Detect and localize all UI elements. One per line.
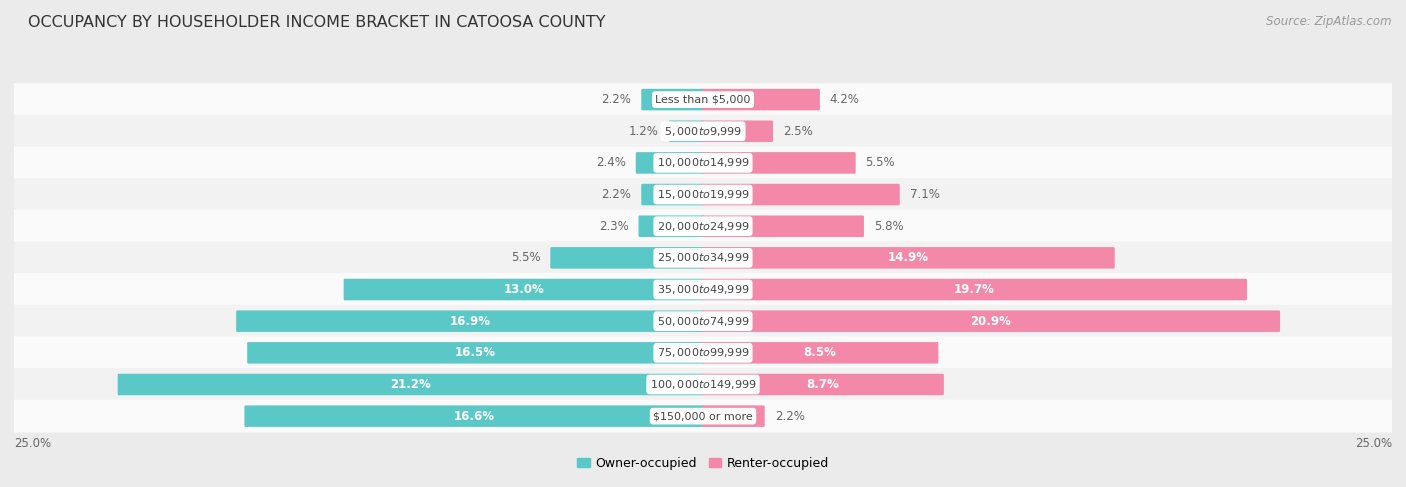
Text: 5.5%: 5.5%	[866, 156, 896, 169]
FancyBboxPatch shape	[702, 247, 1115, 269]
Text: 13.0%: 13.0%	[503, 283, 544, 296]
FancyBboxPatch shape	[343, 279, 704, 300]
FancyBboxPatch shape	[7, 368, 1399, 401]
Text: $100,000 to $149,999: $100,000 to $149,999	[650, 378, 756, 391]
FancyBboxPatch shape	[702, 374, 943, 395]
Text: 2.5%: 2.5%	[783, 125, 813, 138]
FancyBboxPatch shape	[702, 120, 773, 142]
FancyBboxPatch shape	[550, 247, 704, 269]
Text: 2.2%: 2.2%	[775, 410, 804, 423]
FancyBboxPatch shape	[702, 342, 938, 364]
FancyBboxPatch shape	[7, 178, 1399, 211]
Text: $15,000 to $19,999: $15,000 to $19,999	[657, 188, 749, 201]
FancyBboxPatch shape	[236, 310, 704, 332]
Text: 19.7%: 19.7%	[955, 283, 995, 296]
Text: 25.0%: 25.0%	[1355, 437, 1392, 450]
Text: $50,000 to $74,999: $50,000 to $74,999	[657, 315, 749, 328]
FancyBboxPatch shape	[702, 279, 1247, 300]
Text: 2.4%: 2.4%	[596, 156, 626, 169]
Text: 5.5%: 5.5%	[510, 251, 540, 264]
Text: 20.9%: 20.9%	[970, 315, 1011, 328]
Text: 8.5%: 8.5%	[804, 346, 837, 359]
FancyBboxPatch shape	[247, 342, 704, 364]
Text: Source: ZipAtlas.com: Source: ZipAtlas.com	[1267, 15, 1392, 28]
Text: 4.2%: 4.2%	[830, 93, 859, 106]
Text: $5,000 to $9,999: $5,000 to $9,999	[664, 125, 742, 138]
Text: OCCUPANCY BY HOUSEHOLDER INCOME BRACKET IN CATOOSA COUNTY: OCCUPANCY BY HOUSEHOLDER INCOME BRACKET …	[28, 15, 606, 30]
Text: 8.7%: 8.7%	[807, 378, 839, 391]
Text: $10,000 to $14,999: $10,000 to $14,999	[657, 156, 749, 169]
Text: 5.8%: 5.8%	[875, 220, 904, 233]
FancyBboxPatch shape	[7, 83, 1399, 116]
Text: 16.9%: 16.9%	[450, 315, 491, 328]
Text: $150,000 or more: $150,000 or more	[654, 411, 752, 421]
FancyBboxPatch shape	[641, 184, 704, 206]
Text: $75,000 to $99,999: $75,000 to $99,999	[657, 346, 749, 359]
FancyBboxPatch shape	[702, 152, 856, 174]
FancyBboxPatch shape	[118, 374, 704, 395]
FancyBboxPatch shape	[7, 115, 1399, 148]
Text: 2.2%: 2.2%	[602, 188, 631, 201]
FancyBboxPatch shape	[7, 337, 1399, 369]
Text: 2.2%: 2.2%	[602, 93, 631, 106]
FancyBboxPatch shape	[702, 89, 820, 111]
FancyBboxPatch shape	[7, 273, 1399, 306]
Text: 1.2%: 1.2%	[628, 125, 659, 138]
FancyBboxPatch shape	[7, 400, 1399, 432]
FancyBboxPatch shape	[638, 215, 704, 237]
FancyBboxPatch shape	[7, 242, 1399, 274]
Text: 25.0%: 25.0%	[14, 437, 51, 450]
FancyBboxPatch shape	[7, 147, 1399, 179]
Text: 16.5%: 16.5%	[456, 346, 496, 359]
FancyBboxPatch shape	[7, 210, 1399, 243]
Text: 2.3%: 2.3%	[599, 220, 628, 233]
FancyBboxPatch shape	[702, 215, 863, 237]
Text: $35,000 to $49,999: $35,000 to $49,999	[657, 283, 749, 296]
Text: 14.9%: 14.9%	[887, 251, 929, 264]
FancyBboxPatch shape	[641, 89, 704, 111]
Text: 21.2%: 21.2%	[391, 378, 432, 391]
FancyBboxPatch shape	[702, 184, 900, 206]
FancyBboxPatch shape	[636, 152, 704, 174]
Text: $20,000 to $24,999: $20,000 to $24,999	[657, 220, 749, 233]
Text: 16.6%: 16.6%	[454, 410, 495, 423]
FancyBboxPatch shape	[7, 305, 1399, 337]
FancyBboxPatch shape	[669, 120, 704, 142]
Text: $25,000 to $34,999: $25,000 to $34,999	[657, 251, 749, 264]
Text: Less than $5,000: Less than $5,000	[655, 94, 751, 105]
FancyBboxPatch shape	[245, 405, 704, 427]
FancyBboxPatch shape	[702, 405, 765, 427]
FancyBboxPatch shape	[702, 310, 1279, 332]
Text: 7.1%: 7.1%	[910, 188, 939, 201]
Legend: Owner-occupied, Renter-occupied: Owner-occupied, Renter-occupied	[578, 457, 828, 470]
